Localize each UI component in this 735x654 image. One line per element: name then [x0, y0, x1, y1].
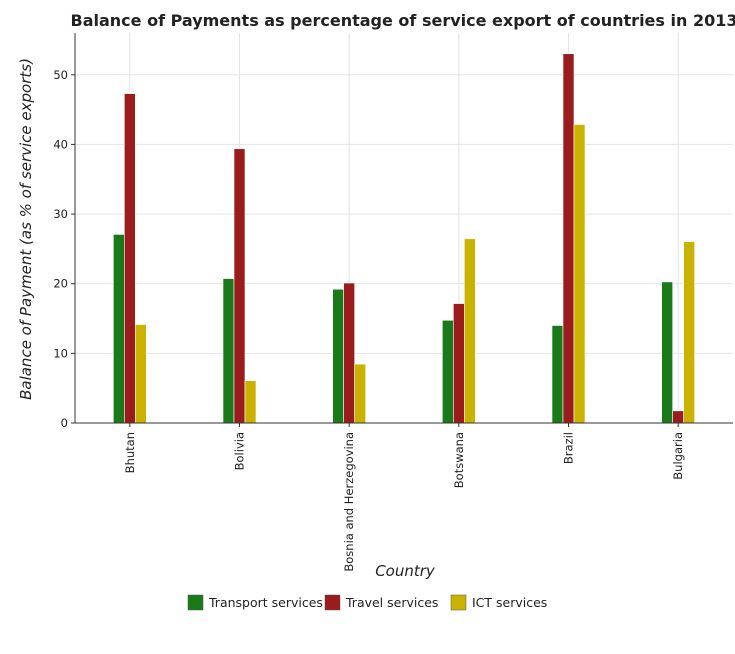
- y-tick-label: 10: [53, 346, 68, 360]
- bar-travel-services: [233, 148, 246, 424]
- grid: [75, 33, 733, 424]
- bar-ict-services: [683, 241, 695, 424]
- legend-swatch: [187, 594, 204, 611]
- bar-transport-services: [222, 278, 235, 424]
- bar-travel-services: [124, 93, 136, 424]
- x-tick-label: Bolivia: [233, 432, 247, 470]
- y-tick-label: 50: [53, 68, 68, 82]
- y-tick-label: 0: [61, 416, 68, 430]
- legend-swatch: [324, 594, 341, 611]
- y-axis-label: Balance of Payment (as % of service expo…: [17, 58, 35, 400]
- bar-ict-services: [244, 380, 257, 424]
- x-tick-label: Brazil: [562, 432, 576, 464]
- bar-transport-services: [661, 281, 673, 424]
- y-tick-label: 40: [53, 137, 68, 151]
- bar-transport-services: [113, 234, 125, 424]
- legend-label: ICT services: [472, 595, 547, 610]
- axes: [71, 33, 733, 427]
- x-axis-label: Country: [375, 562, 436, 580]
- x-tick-label: Bulgaria: [671, 432, 685, 480]
- y-tick-label: 20: [53, 277, 68, 291]
- bar-travel-services: [343, 282, 355, 424]
- bar-ict-services: [573, 124, 586, 424]
- legend-label: Transport services: [208, 595, 323, 610]
- legend-swatch: [450, 594, 467, 611]
- chart-title: Balance of Payments as percentage of ser…: [71, 11, 735, 30]
- tick-labels: 0 10 20 30 40 50 Bhutan Bolivia Bosnia and Herze…: [53, 68, 685, 572]
- bar-transport-services: [442, 319, 454, 424]
- x-tick-label: Bosnia and Herzegovina: [342, 432, 356, 572]
- x-tick-label: Bhutan: [123, 432, 137, 473]
- bar-travel-services: [562, 53, 575, 424]
- legend: Transport services Travel services ICT ser…: [187, 594, 547, 611]
- bars: [113, 53, 695, 424]
- bar-transport-services: [332, 288, 344, 424]
- bar-ict-services: [135, 324, 147, 424]
- bar-transport-services: [551, 325, 564, 424]
- x-tick-label: Botswana: [452, 432, 466, 488]
- bar-travel-services: [453, 303, 465, 424]
- bar-ict-services: [354, 363, 366, 424]
- y-tick-label: 30: [53, 207, 68, 221]
- legend-label: Travel services: [345, 595, 438, 610]
- bar-ict-services: [464, 238, 476, 424]
- bar-travel-services: [672, 410, 684, 424]
